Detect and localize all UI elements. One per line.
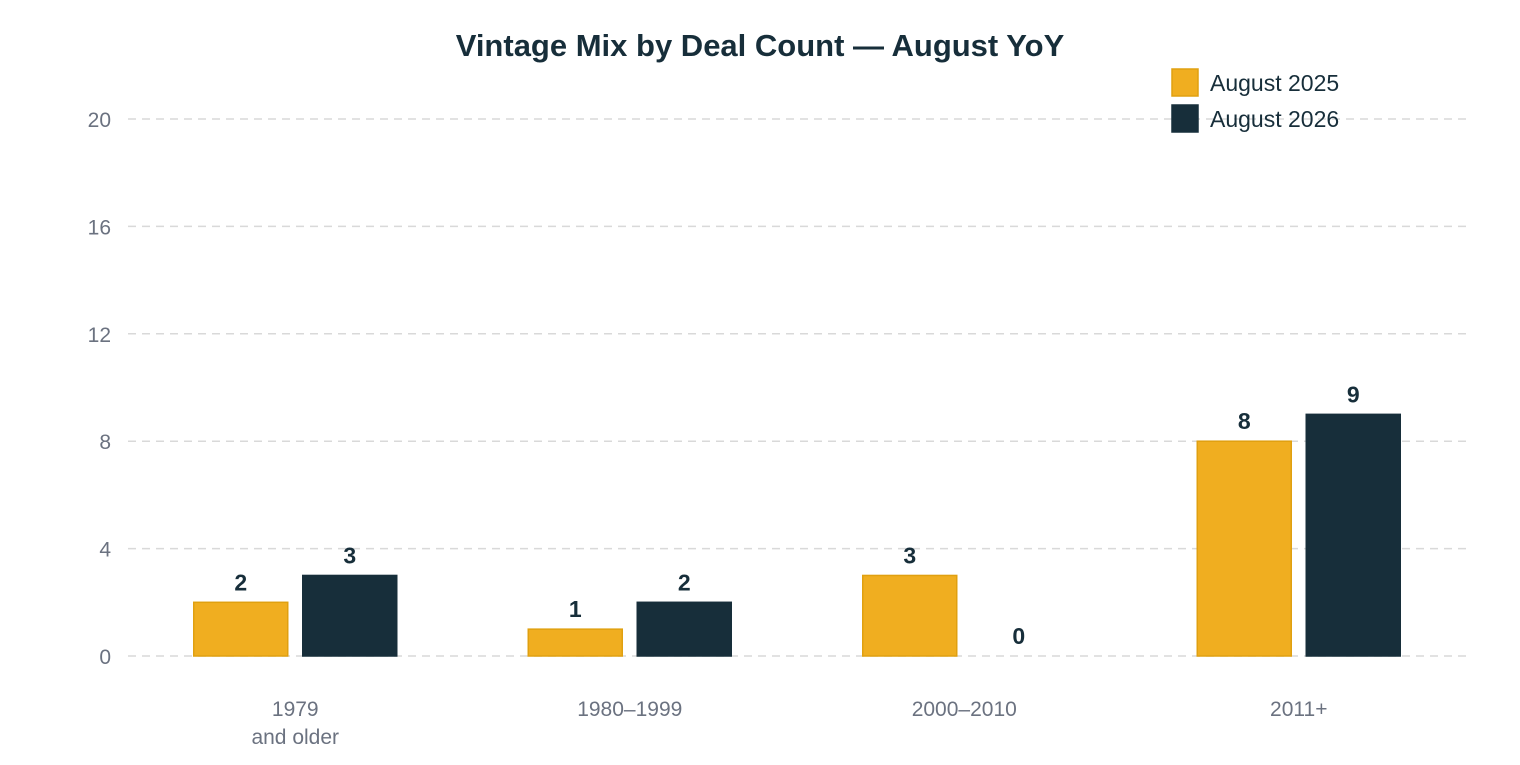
y-tick-label: 12 bbox=[88, 324, 111, 347]
data-label: 0 bbox=[1012, 623, 1025, 649]
x-tick-label: 1979 and older bbox=[251, 698, 339, 749]
x-tick-label-line: 2011+ bbox=[1270, 698, 1327, 721]
y-tick-label: 8 bbox=[99, 431, 111, 454]
y-tick-label: 0 bbox=[99, 646, 111, 669]
legend-label: August 2025 bbox=[1210, 70, 1339, 96]
x-tick-label-line: 1980–1999 bbox=[577, 698, 682, 721]
legend[interactable]: August 2025 August 2026 bbox=[1171, 68, 1339, 133]
bar[interactable] bbox=[1196, 440, 1292, 657]
bar[interactable] bbox=[527, 628, 623, 657]
bar[interactable] bbox=[193, 601, 289, 657]
legend-label: August 2026 bbox=[1210, 106, 1339, 132]
legend-item[interactable]: August 2026 bbox=[1171, 104, 1339, 133]
bar[interactable] bbox=[636, 601, 732, 657]
legend-swatch bbox=[1171, 104, 1199, 133]
data-label: 3 bbox=[343, 542, 356, 568]
data-label: 2 bbox=[234, 569, 247, 595]
data-label: 9 bbox=[1347, 381, 1360, 407]
bars bbox=[193, 413, 1401, 657]
chart-title: Vintage Mix by Deal Count — August YoY bbox=[456, 28, 1065, 63]
legend-swatch bbox=[1171, 68, 1199, 97]
x-tick-label: 2000–2010 bbox=[912, 698, 1017, 721]
y-tick-label: 4 bbox=[99, 539, 111, 562]
x-axis: 1979 and older 1980–1999 2000–2010 2011+ bbox=[251, 698, 1327, 749]
y-axis: 0 4 8 12 16 20 bbox=[88, 109, 112, 669]
y-tick-label: 16 bbox=[88, 216, 111, 239]
bar[interactable] bbox=[302, 574, 398, 657]
x-tick-label-line: and older bbox=[251, 726, 339, 749]
x-tick-label-line: 1979 bbox=[272, 698, 319, 721]
data-label: 3 bbox=[903, 542, 916, 568]
legend-item[interactable]: August 2025 bbox=[1171, 68, 1339, 97]
data-label: 1 bbox=[569, 596, 582, 622]
bar[interactable] bbox=[1305, 413, 1401, 657]
data-labels: 2 3 1 2 3 0 8 9 bbox=[234, 381, 1359, 649]
x-tick-label: 2011+ bbox=[1270, 698, 1327, 721]
x-tick-label-line: 2000–2010 bbox=[912, 698, 1017, 721]
y-tick-label: 20 bbox=[88, 109, 111, 132]
bar[interactable] bbox=[862, 574, 958, 657]
data-label: 2 bbox=[678, 569, 691, 595]
data-label: 8 bbox=[1238, 408, 1251, 434]
x-tick-label: 1980–1999 bbox=[577, 698, 682, 721]
